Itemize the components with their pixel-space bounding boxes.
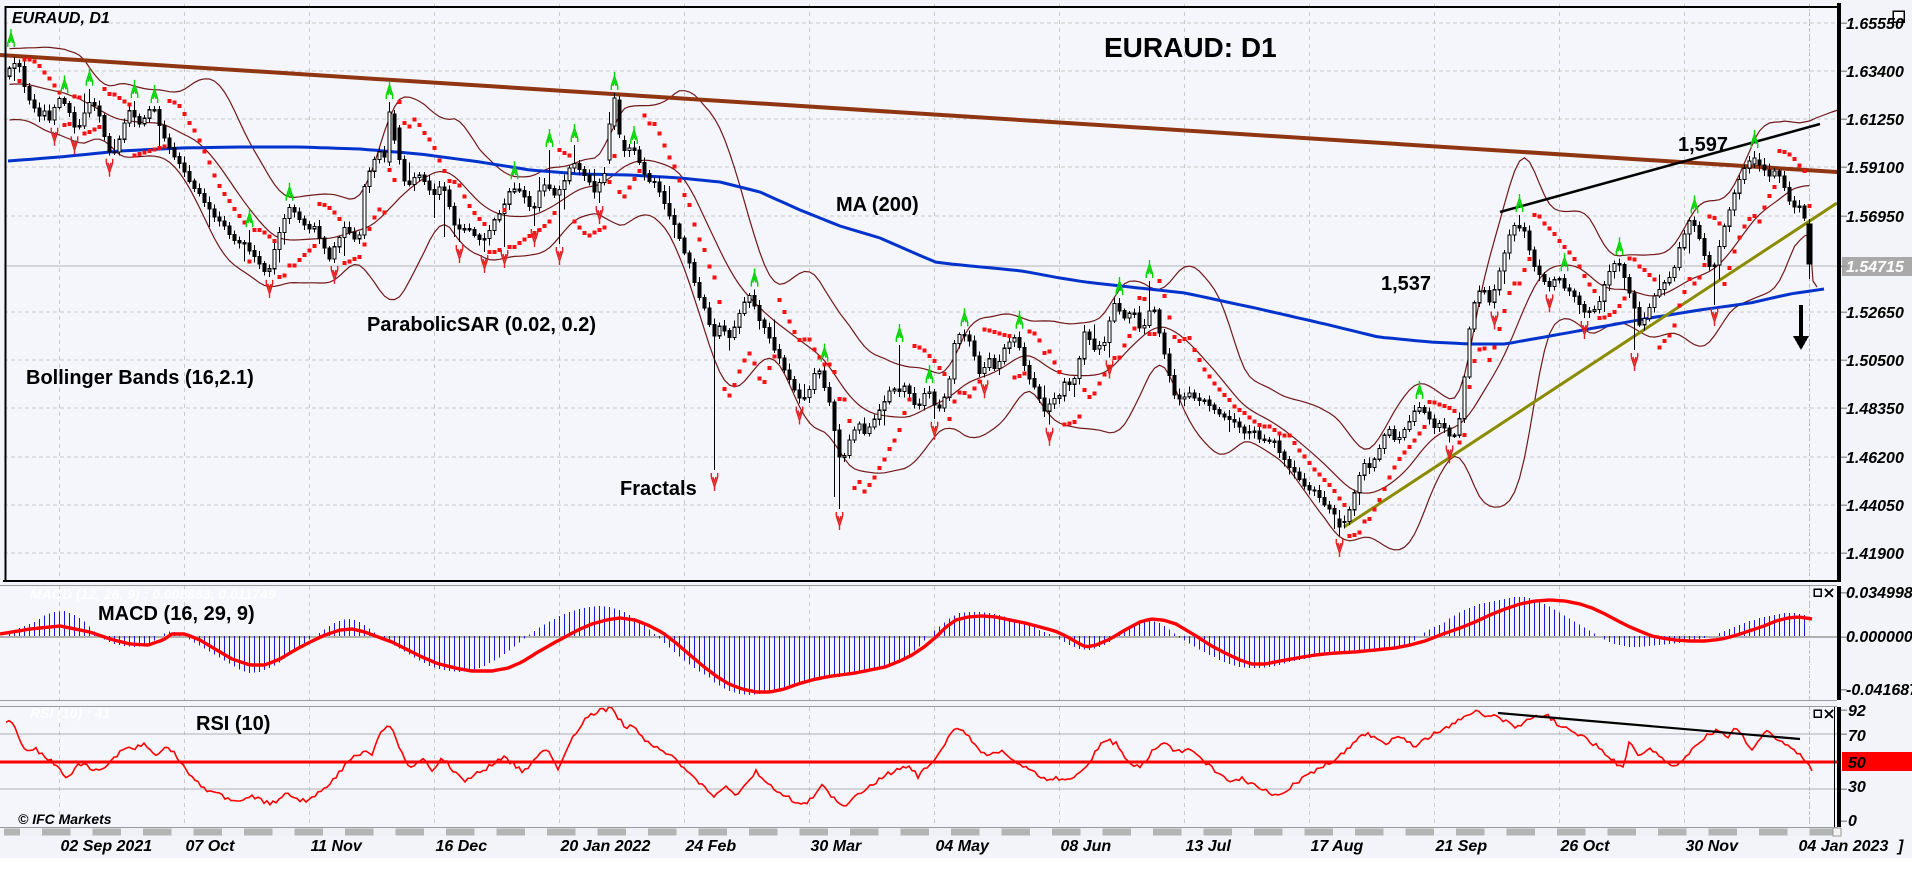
svg-text:1.48350: 1.48350 — [1846, 401, 1904, 418]
svg-text:04 Jan 2023: 04 Jan 2023 — [1799, 838, 1889, 855]
svg-text:© IFC Markets: © IFC Markets — [18, 811, 112, 827]
svg-text:0.000000: 0.000000 — [1846, 629, 1912, 646]
svg-text:]: ] — [1896, 838, 1904, 855]
svg-text:92: 92 — [1848, 703, 1866, 720]
svg-text:08 Jun: 08 Jun — [1061, 838, 1112, 855]
svg-text:11 Nov: 11 Nov — [311, 838, 363, 855]
svg-text:1.61250: 1.61250 — [1846, 112, 1904, 129]
svg-text:0.034998: 0.034998 — [1846, 585, 1912, 602]
svg-text:1.50500: 1.50500 — [1846, 353, 1904, 370]
svg-text:Bollinger Bands (16,2.1): Bollinger Bands (16,2.1) — [26, 367, 254, 389]
svg-text:MA (200): MA (200) — [836, 194, 919, 216]
svg-text:1,597: 1,597 — [1678, 134, 1728, 156]
svg-text:MACD (12, 26, 9) : 0.008883, 0: MACD (12, 26, 9) : 0.008883, 0.011749 — [30, 586, 276, 602]
svg-text:1.65550: 1.65550 — [1846, 16, 1904, 33]
svg-text:21 Sep: 21 Sep — [1435, 838, 1488, 855]
svg-text:RSI (10) : 41: RSI (10) : 41 — [30, 705, 110, 721]
svg-text:1.54715: 1.54715 — [1846, 259, 1905, 276]
svg-text:1.52650: 1.52650 — [1846, 305, 1904, 322]
svg-text:30 Mar: 30 Mar — [811, 838, 862, 855]
svg-text:17 Aug: 17 Aug — [1311, 838, 1364, 855]
svg-text:24 Feb: 24 Feb — [685, 838, 737, 855]
svg-text:RSI (10): RSI (10) — [196, 713, 270, 735]
svg-text:1.41900: 1.41900 — [1846, 546, 1904, 563]
svg-text:EURAUD, D1: EURAUD, D1 — [12, 10, 110, 27]
svg-text:MACD (16, 29, 9): MACD (16, 29, 9) — [98, 603, 255, 625]
svg-text:26 Oct: 26 Oct — [1560, 838, 1611, 855]
svg-text:50: 50 — [1848, 755, 1866, 772]
svg-text:04 May: 04 May — [936, 838, 990, 855]
svg-text:1.59100: 1.59100 — [1846, 160, 1904, 177]
svg-text:20 Jan 2022: 20 Jan 2022 — [560, 838, 651, 855]
svg-text:-0.041687: -0.041687 — [1846, 682, 1912, 699]
svg-text:1.46200: 1.46200 — [1846, 450, 1904, 467]
svg-text:30 Nov: 30 Nov — [1686, 838, 1740, 855]
svg-text:0: 0 — [1848, 813, 1857, 830]
svg-text:1.63400: 1.63400 — [1846, 64, 1904, 81]
svg-text:1.44050: 1.44050 — [1846, 498, 1904, 515]
svg-text:13 Jul: 13 Jul — [1186, 838, 1232, 855]
svg-text:EURAUD: D1: EURAUD: D1 — [1104, 32, 1277, 63]
svg-text:07 Oct: 07 Oct — [186, 838, 236, 855]
svg-text:Fractals: Fractals — [620, 478, 697, 500]
svg-text:1.56950: 1.56950 — [1846, 209, 1904, 226]
svg-text:1,537: 1,537 — [1381, 273, 1431, 295]
svg-text:ParabolicSAR (0.02, 0.2): ParabolicSAR (0.02, 0.2) — [367, 314, 596, 336]
svg-text:30: 30 — [1848, 779, 1866, 796]
svg-text:16 Dec: 16 Dec — [436, 838, 488, 855]
svg-text:70: 70 — [1848, 728, 1866, 745]
svg-text:02 Sep 2021: 02 Sep 2021 — [61, 838, 153, 855]
